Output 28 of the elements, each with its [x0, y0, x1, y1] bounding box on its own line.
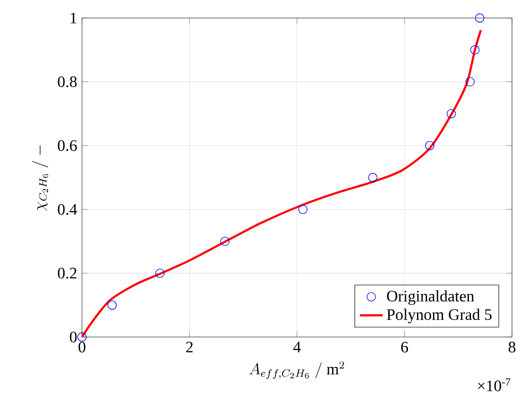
- point: [77, 332, 87, 342]
- legend-label: Originaldaten: [387, 290, 474, 305]
- x-tick-label: 4: [293, 342, 301, 352]
- point: [220, 236, 230, 246]
- point: [368, 172, 378, 182]
- x-tick-label: 2: [186, 342, 193, 352]
- point: [446, 109, 456, 118]
- point: [425, 140, 434, 150]
- point: [298, 204, 308, 214]
- point: [155, 268, 165, 278]
- x-axis-title: $A_{eff,C_2H_6}\ /\ \mathrm{m}^2$: [249, 361, 344, 379]
- point: [470, 45, 480, 54]
- point: [475, 13, 484, 23]
- y-tick-label: 0: [70, 332, 77, 342]
- point: [108, 300, 117, 310]
- text: ×10$^{-7}$: [478, 378, 510, 392]
- y-tick-label: 0.6: [58, 140, 77, 152]
- y-tick-label: 0.2: [58, 268, 76, 279]
- x-tick-label: 0: [78, 342, 86, 352]
- x-tick-label: 8: [508, 342, 516, 352]
- y-tick-label: 0.4: [58, 204, 78, 215]
- legend-label: Polynom Grad 5: [386, 308, 492, 324]
- point: [465, 77, 475, 86]
- y-tick-label: 0.8: [58, 76, 77, 88]
- x-tick-label: 6: [401, 342, 408, 352]
- y-axis-title: $\chi_{C_2H_6}\ /\ \mathrm{-}$: [32, 145, 48, 211]
- y-tick-label: 1: [70, 12, 76, 24]
- line-series: [80, 29, 482, 338]
